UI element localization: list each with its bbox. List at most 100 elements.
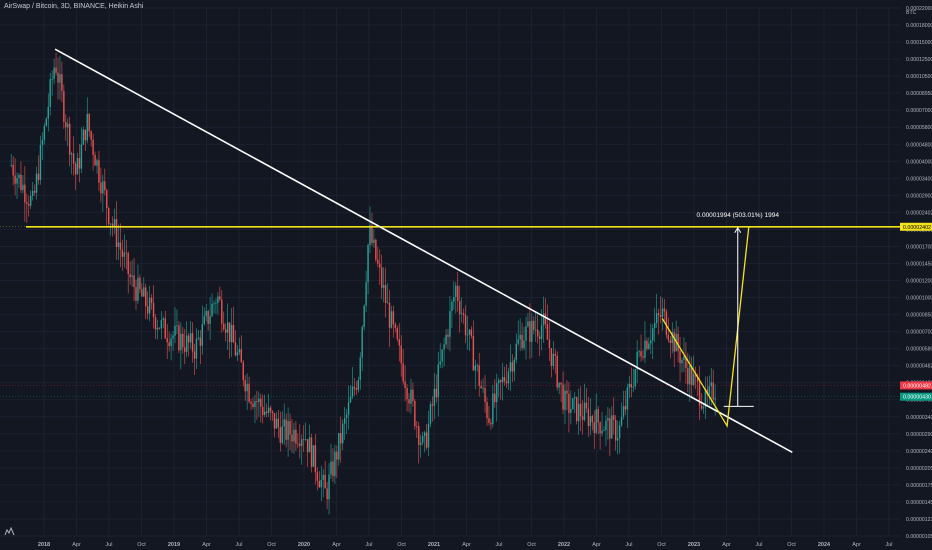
candle-body — [560, 382, 562, 385]
y-tick-label: 0.00000850 — [906, 313, 932, 319]
candle-body — [562, 384, 564, 410]
descending-trendline — [54, 48, 793, 453]
candle-body — [304, 439, 307, 441]
candle-body — [359, 357, 361, 381]
candle-body — [264, 411, 266, 415]
candle-body — [533, 320, 535, 330]
candle-body — [702, 406, 705, 409]
candle-body — [552, 353, 555, 366]
y-tick-label: 0.00000700 — [906, 330, 932, 336]
candle-body — [230, 324, 233, 343]
candle-body — [698, 381, 701, 406]
candle-body — [299, 443, 301, 447]
candle-body — [572, 398, 574, 410]
y-tick-label: 0.00000175 — [906, 483, 932, 489]
candle-body — [628, 383, 631, 388]
y-tick-label: 0.00000205 — [906, 466, 932, 472]
candle-body — [277, 418, 280, 428]
candle-body — [213, 303, 215, 305]
candle-body — [170, 338, 172, 347]
candle-body — [531, 320, 533, 342]
candle-body — [232, 324, 235, 343]
candle-body — [240, 349, 243, 363]
candle-body — [459, 301, 461, 315]
candle-body — [416, 426, 418, 428]
candle-body — [184, 347, 186, 352]
candle-body — [677, 333, 679, 351]
candle-body — [648, 343, 650, 349]
candle-body — [320, 479, 322, 488]
candle-body — [303, 439, 305, 441]
candle-body — [480, 385, 482, 389]
y-tick-label: 0.00001450 — [906, 261, 932, 267]
candle-body — [457, 285, 459, 302]
candle-body — [209, 316, 211, 324]
candle-body — [115, 219, 118, 247]
candle-body — [318, 480, 321, 488]
y-tick-label: 0.00022000 — [906, 6, 932, 12]
candle-body — [57, 72, 59, 83]
candle-body — [67, 123, 69, 128]
candle-body — [281, 426, 283, 443]
candle-body — [657, 313, 660, 315]
x-tick-label: Apr — [592, 542, 601, 548]
candle-body — [267, 407, 270, 414]
candle-body — [61, 74, 63, 92]
candle-body — [308, 437, 311, 453]
candle-body — [435, 388, 438, 398]
candle-body — [349, 396, 352, 403]
candle-body — [671, 332, 673, 344]
candle-body — [43, 125, 46, 141]
candle-body — [254, 401, 256, 407]
candle-body — [554, 353, 556, 356]
second-price-label: 0.00000430 — [903, 395, 931, 401]
candle-body — [638, 351, 640, 353]
candle-body — [10, 165, 12, 166]
candle-body — [620, 416, 623, 426]
x-tick-label: Jul — [235, 542, 242, 548]
candle-body — [683, 356, 685, 360]
candle-body — [158, 327, 161, 329]
candle-body — [605, 420, 607, 431]
candle-body — [275, 418, 278, 429]
candle-body — [168, 342, 170, 347]
candle-body — [447, 334, 449, 337]
candle-body — [673, 332, 675, 352]
candle-body — [685, 356, 687, 368]
candle-body — [182, 333, 184, 348]
candle-body — [503, 377, 506, 382]
price-axis[interactable]: 0.00022000 0.00018000 0.00015000 0.00012500… — [900, 6, 932, 540]
time-axis[interactable]: 2018 Apr Jul Oct 2019 Apr Jul Oct 2020 Apr Jul Oct 2… — [38, 542, 893, 548]
candle-body — [166, 338, 168, 343]
candle-body — [162, 318, 165, 321]
candle-body — [269, 407, 272, 412]
candle-body — [357, 380, 360, 390]
candle-body — [369, 225, 371, 246]
candle-body — [189, 333, 192, 343]
candle-body — [271, 411, 274, 413]
candle-body — [260, 398, 262, 407]
candle-body — [273, 412, 276, 429]
candle-body — [345, 414, 348, 419]
candle-body — [652, 328, 654, 341]
candle-body — [429, 404, 432, 424]
candle-body — [63, 91, 65, 122]
candle-body — [694, 373, 697, 377]
candle-body — [624, 406, 627, 410]
symbol-title[interactable]: AirSwap / Bitcoin, 3D, BINANCE, Heikin A… — [4, 3, 144, 10]
candle-body — [365, 282, 367, 306]
measure-arrow-head-icon — [734, 226, 742, 234]
candle-body — [330, 461, 332, 475]
candle-body — [285, 419, 287, 440]
candle-body — [201, 324, 204, 346]
candle-body — [704, 389, 707, 407]
candle-body — [542, 313, 545, 326]
candle-body — [388, 302, 391, 328]
candle-body — [687, 367, 689, 385]
candle-body — [174, 325, 176, 336]
candle-body — [74, 163, 77, 175]
candle-body — [28, 203, 30, 206]
candle-body — [187, 335, 190, 343]
candle-body — [498, 380, 500, 384]
